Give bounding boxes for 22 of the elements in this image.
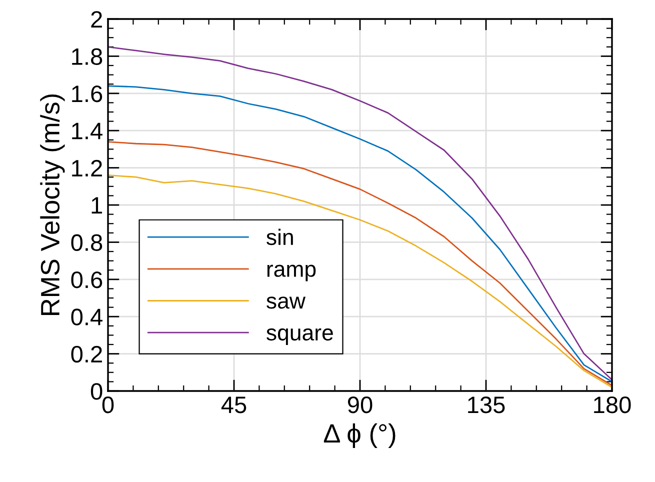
y-tick-label: 0.2 — [71, 346, 102, 363]
x-axis-title: Δ ϕ (°) — [324, 423, 396, 448]
y-tick-label: 1.8 — [72, 48, 102, 65]
x-tick-label: 45 — [221, 396, 246, 414]
legend-label: square — [266, 328, 333, 345]
x-tick-label: 180 — [594, 396, 631, 414]
y-tick-label: 1 — [92, 197, 102, 214]
legend-label: ramp — [267, 264, 316, 282]
y-tick-label: 1.2 — [72, 160, 102, 176]
y-tick-label: 0.4 — [71, 308, 102, 326]
legend-label: saw — [266, 296, 306, 309]
legend-label: sin — [266, 228, 293, 246]
y-tick-label: 2 — [91, 11, 102, 28]
x-tick-label: 135 — [468, 396, 505, 414]
y-tick-label: 1.6 — [72, 85, 102, 102]
y-tick-label: 0.8 — [71, 234, 102, 251]
y-axis-title: RMS Velocity (m/s) — [40, 94, 65, 315]
x-tick-label: 90 — [348, 396, 372, 414]
y-tick-label: 0 — [90, 383, 102, 400]
y-tick-label: 1.4 — [72, 122, 102, 140]
y-tick-label: 0.6 — [71, 271, 102, 288]
x-tick-label: 0 — [102, 396, 114, 414]
